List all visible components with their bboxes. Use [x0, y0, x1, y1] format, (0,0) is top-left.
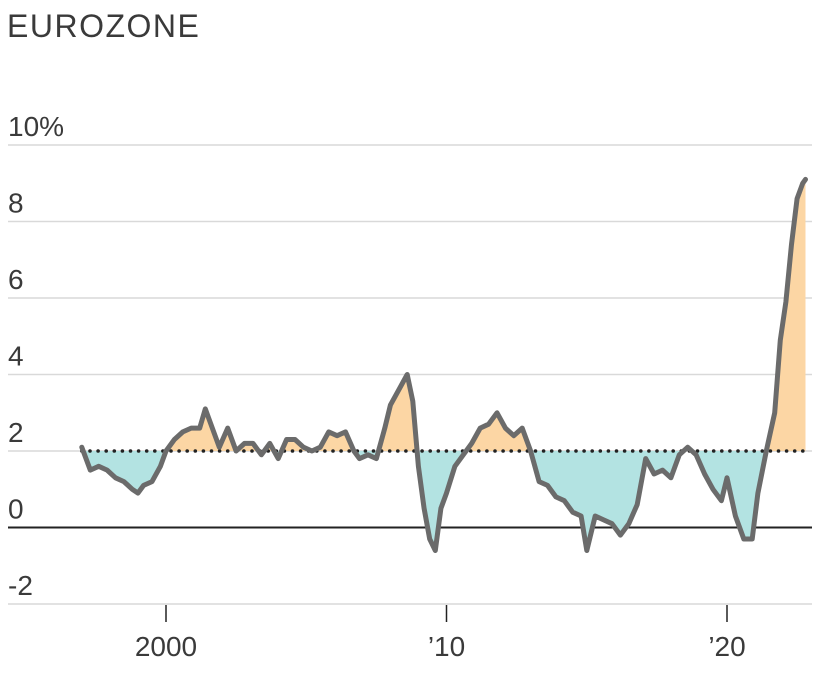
below-target-area — [83, 451, 166, 494]
series-lines — [79, 176, 808, 553]
above-target-area — [378, 374, 418, 451]
below-target-area — [691, 451, 767, 539]
y-tick-label: -2 — [8, 570, 33, 601]
below-target-area — [530, 451, 684, 551]
y-axis: 10% 8 6 4 2 0 -2 — [8, 111, 64, 601]
inflation-line — [79, 176, 808, 553]
y-tick-label: 6 — [8, 264, 24, 295]
y-tick-label: 2 — [8, 417, 24, 448]
above-target-area — [466, 412, 531, 451]
y-tick-label: 0 — [8, 494, 24, 525]
gridlines — [8, 144, 812, 605]
x-tick-label: ’20 — [708, 631, 745, 662]
x-tick-label: ’10 — [428, 631, 465, 662]
x-tick-label: 2000 — [135, 631, 197, 662]
y-tick-label: 8 — [8, 188, 24, 219]
x-axis: 2000 ’10 ’20 — [135, 605, 746, 662]
chart-title: EUROZONE — [7, 8, 201, 44]
y-tick-label: 10% — [8, 111, 64, 142]
y-tick-label: 4 — [8, 341, 24, 372]
